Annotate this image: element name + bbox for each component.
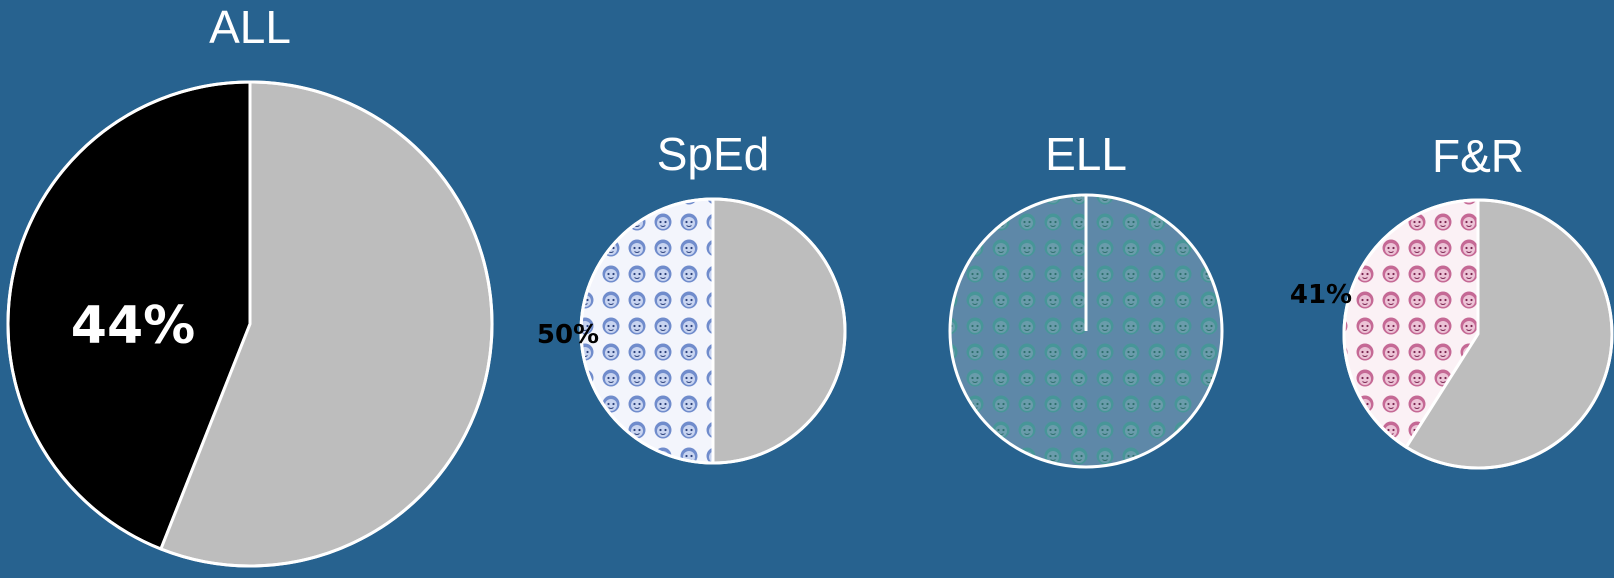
pie-outline <box>948 193 1224 469</box>
pie-title: ALL <box>209 1 291 53</box>
slice-value-label: 44% <box>71 296 195 356</box>
pie-slice <box>579 197 715 465</box>
pie-outline <box>579 197 847 465</box>
pie-title: ELL <box>1045 128 1127 180</box>
pie-title: SpEd <box>657 128 770 180</box>
pie-title: F&R <box>1432 130 1524 182</box>
slice-value-label: 50% <box>537 320 599 350</box>
pie-outline <box>6 80 494 568</box>
pie-3: ELL <box>948 128 1224 469</box>
pie-4: F&R 41% <box>1290 130 1614 470</box>
slice-value-label: 41% <box>1290 280 1352 310</box>
pie-2: SpEd 50% <box>537 128 847 465</box>
pie-outline <box>1342 198 1614 470</box>
pie-slice <box>711 197 847 465</box>
pie-1: ALL 44% <box>6 1 494 568</box>
